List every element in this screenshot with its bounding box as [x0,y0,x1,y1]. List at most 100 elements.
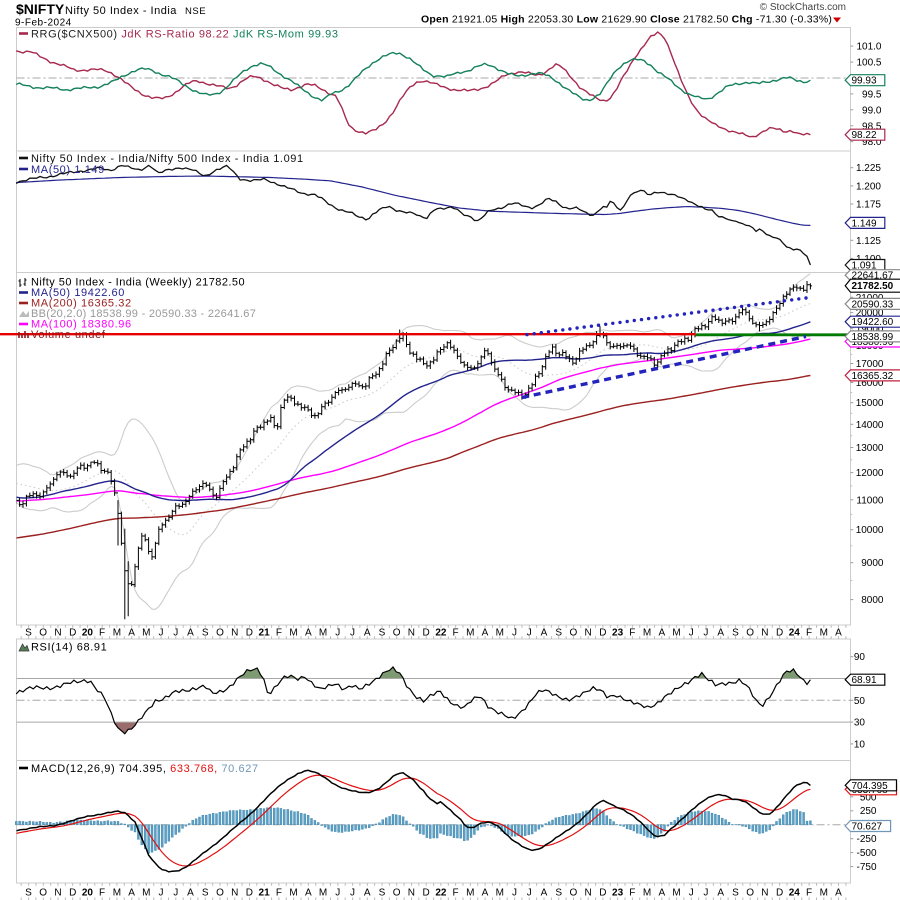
svg-text:N: N [231,627,238,638]
svg-text:J: J [335,887,340,898]
svg-text:RSI(14) 68.91: RSI(14) 68.91 [31,642,107,654]
svg-text:RRG($CNX500) JdK RS-Ratio 98.2: RRG($CNX500) JdK RS-Ratio 98.22 JdK RS-M… [31,29,339,41]
svg-text:18538.99: 18538.99 [852,332,894,343]
svg-text:M: M [820,887,828,898]
svg-text:S: S [379,627,386,638]
svg-text:J: J [512,627,517,638]
svg-text:11000: 11000 [856,495,884,506]
svg-text:A: A [187,887,194,898]
svg-text:D: D [246,627,253,638]
svg-text:M: M [142,887,150,898]
svg-text:D: D [776,627,783,638]
svg-text:D: D [776,887,783,898]
svg-text:O: O [393,887,401,898]
svg-text:1.149: 1.149 [852,218,877,229]
svg-text:1.200: 1.200 [856,181,881,192]
svg-text:98.0: 98.0 [862,137,882,148]
svg-text:A: A [305,627,312,638]
svg-text:Open 21921.05 High 22053.30: Open 21921.05 High 22053.30 Low 21629.90… [421,14,832,26]
svg-text:O: O [39,887,47,898]
svg-text:90: 90 [854,652,866,663]
svg-text:M: M [289,627,297,638]
svg-text:-250: -250 [856,834,876,845]
svg-text:N: N [408,887,415,898]
svg-text:20: 20 [82,627,94,638]
svg-text:20590.33: 20590.33 [852,299,894,310]
svg-text:A: A [717,627,724,638]
svg-text:1.225: 1.225 [856,163,881,174]
svg-text:F: F [276,887,282,898]
svg-text:O: O [39,627,47,638]
svg-text:D: D [599,887,606,898]
svg-text:S: S [202,627,209,638]
svg-text:24: 24 [789,627,801,638]
svg-text:F: F [806,627,812,638]
svg-text:A: A [364,627,371,638]
svg-text:68.91: 68.91 [852,675,877,686]
svg-text:A: A [717,887,724,898]
svg-text:O: O [216,627,224,638]
svg-text:N: N [408,627,415,638]
svg-text:S: S [555,887,562,898]
svg-text:101.0: 101.0 [856,42,881,53]
svg-text:9-Feb-2024: 9-Feb-2024 [15,18,72,29]
svg-text:S: S [555,627,562,638]
svg-text:O: O [393,627,401,638]
svg-text:D: D [599,627,606,638]
svg-text:M: M [496,627,504,638]
svg-text:21: 21 [259,887,271,898]
svg-text:A: A [658,887,665,898]
svg-text:MACD(12,26,9) 704.395, 633.768: MACD(12,26,9) 704.395, 633.768, 70.627 [31,763,259,775]
svg-text:M: M [643,887,651,898]
svg-text:MA(50) 1.149: MA(50) 1.149 [31,164,105,176]
svg-text:D: D [246,887,253,898]
svg-text:Nifty 50 Index - India/Nifty 5: Nifty 50 Index - India/Nifty 500 Index -… [31,153,304,165]
svg-text:20: 20 [82,887,94,898]
svg-text:1.091: 1.091 [852,261,877,272]
svg-text:A: A [305,887,312,898]
svg-text:A: A [482,887,489,898]
svg-text:J: J [335,627,340,638]
svg-text:21782.50: 21782.50 [852,281,894,292]
svg-text:M: M [319,627,327,638]
svg-text:Volume undef: Volume undef [31,329,106,341]
svg-text:98.22: 98.22 [852,130,877,141]
svg-text:500: 500 [860,792,877,803]
svg-text:1.175: 1.175 [856,200,881,211]
svg-text:O: O [746,887,754,898]
svg-text:N: N [54,627,61,638]
svg-text:© StockCharts.com: © StockCharts.com [760,2,846,13]
svg-text:M: M [113,887,121,898]
svg-text:S: S [202,887,209,898]
svg-text:A: A [128,627,135,638]
svg-text:9000: 9000 [861,558,884,569]
svg-text:A: A [482,627,489,638]
svg-text:J: J [173,887,178,898]
svg-text:250: 250 [860,806,877,817]
svg-text:22641.67: 22641.67 [852,271,894,282]
svg-text:J: J [159,627,164,638]
svg-text:99.5: 99.5 [862,89,882,100]
svg-text:16000: 16000 [856,378,884,389]
svg-text:-750: -750 [856,862,876,873]
svg-text:8000: 8000 [861,595,884,606]
svg-text:A: A [658,627,665,638]
svg-text:M: M [672,887,680,898]
svg-text:J: J [159,887,164,898]
svg-text:100.5: 100.5 [856,58,881,69]
svg-text:S: S [379,887,386,898]
svg-text:13000: 13000 [856,443,884,454]
svg-text:N: N [761,627,768,638]
svg-text:10: 10 [854,739,866,750]
svg-text:A: A [835,887,842,898]
svg-text:MA(100) 18380.96: MA(100) 18380.96 [31,319,132,331]
svg-text:M: M [466,627,474,638]
svg-text:22: 22 [435,887,447,898]
svg-text:N: N [584,627,591,638]
svg-text:J: J [689,627,694,638]
svg-text:M: M [496,887,504,898]
svg-text:50: 50 [854,696,866,707]
svg-text:D: D [69,887,76,898]
svg-text:A: A [187,627,194,638]
svg-text:N: N [761,887,768,898]
